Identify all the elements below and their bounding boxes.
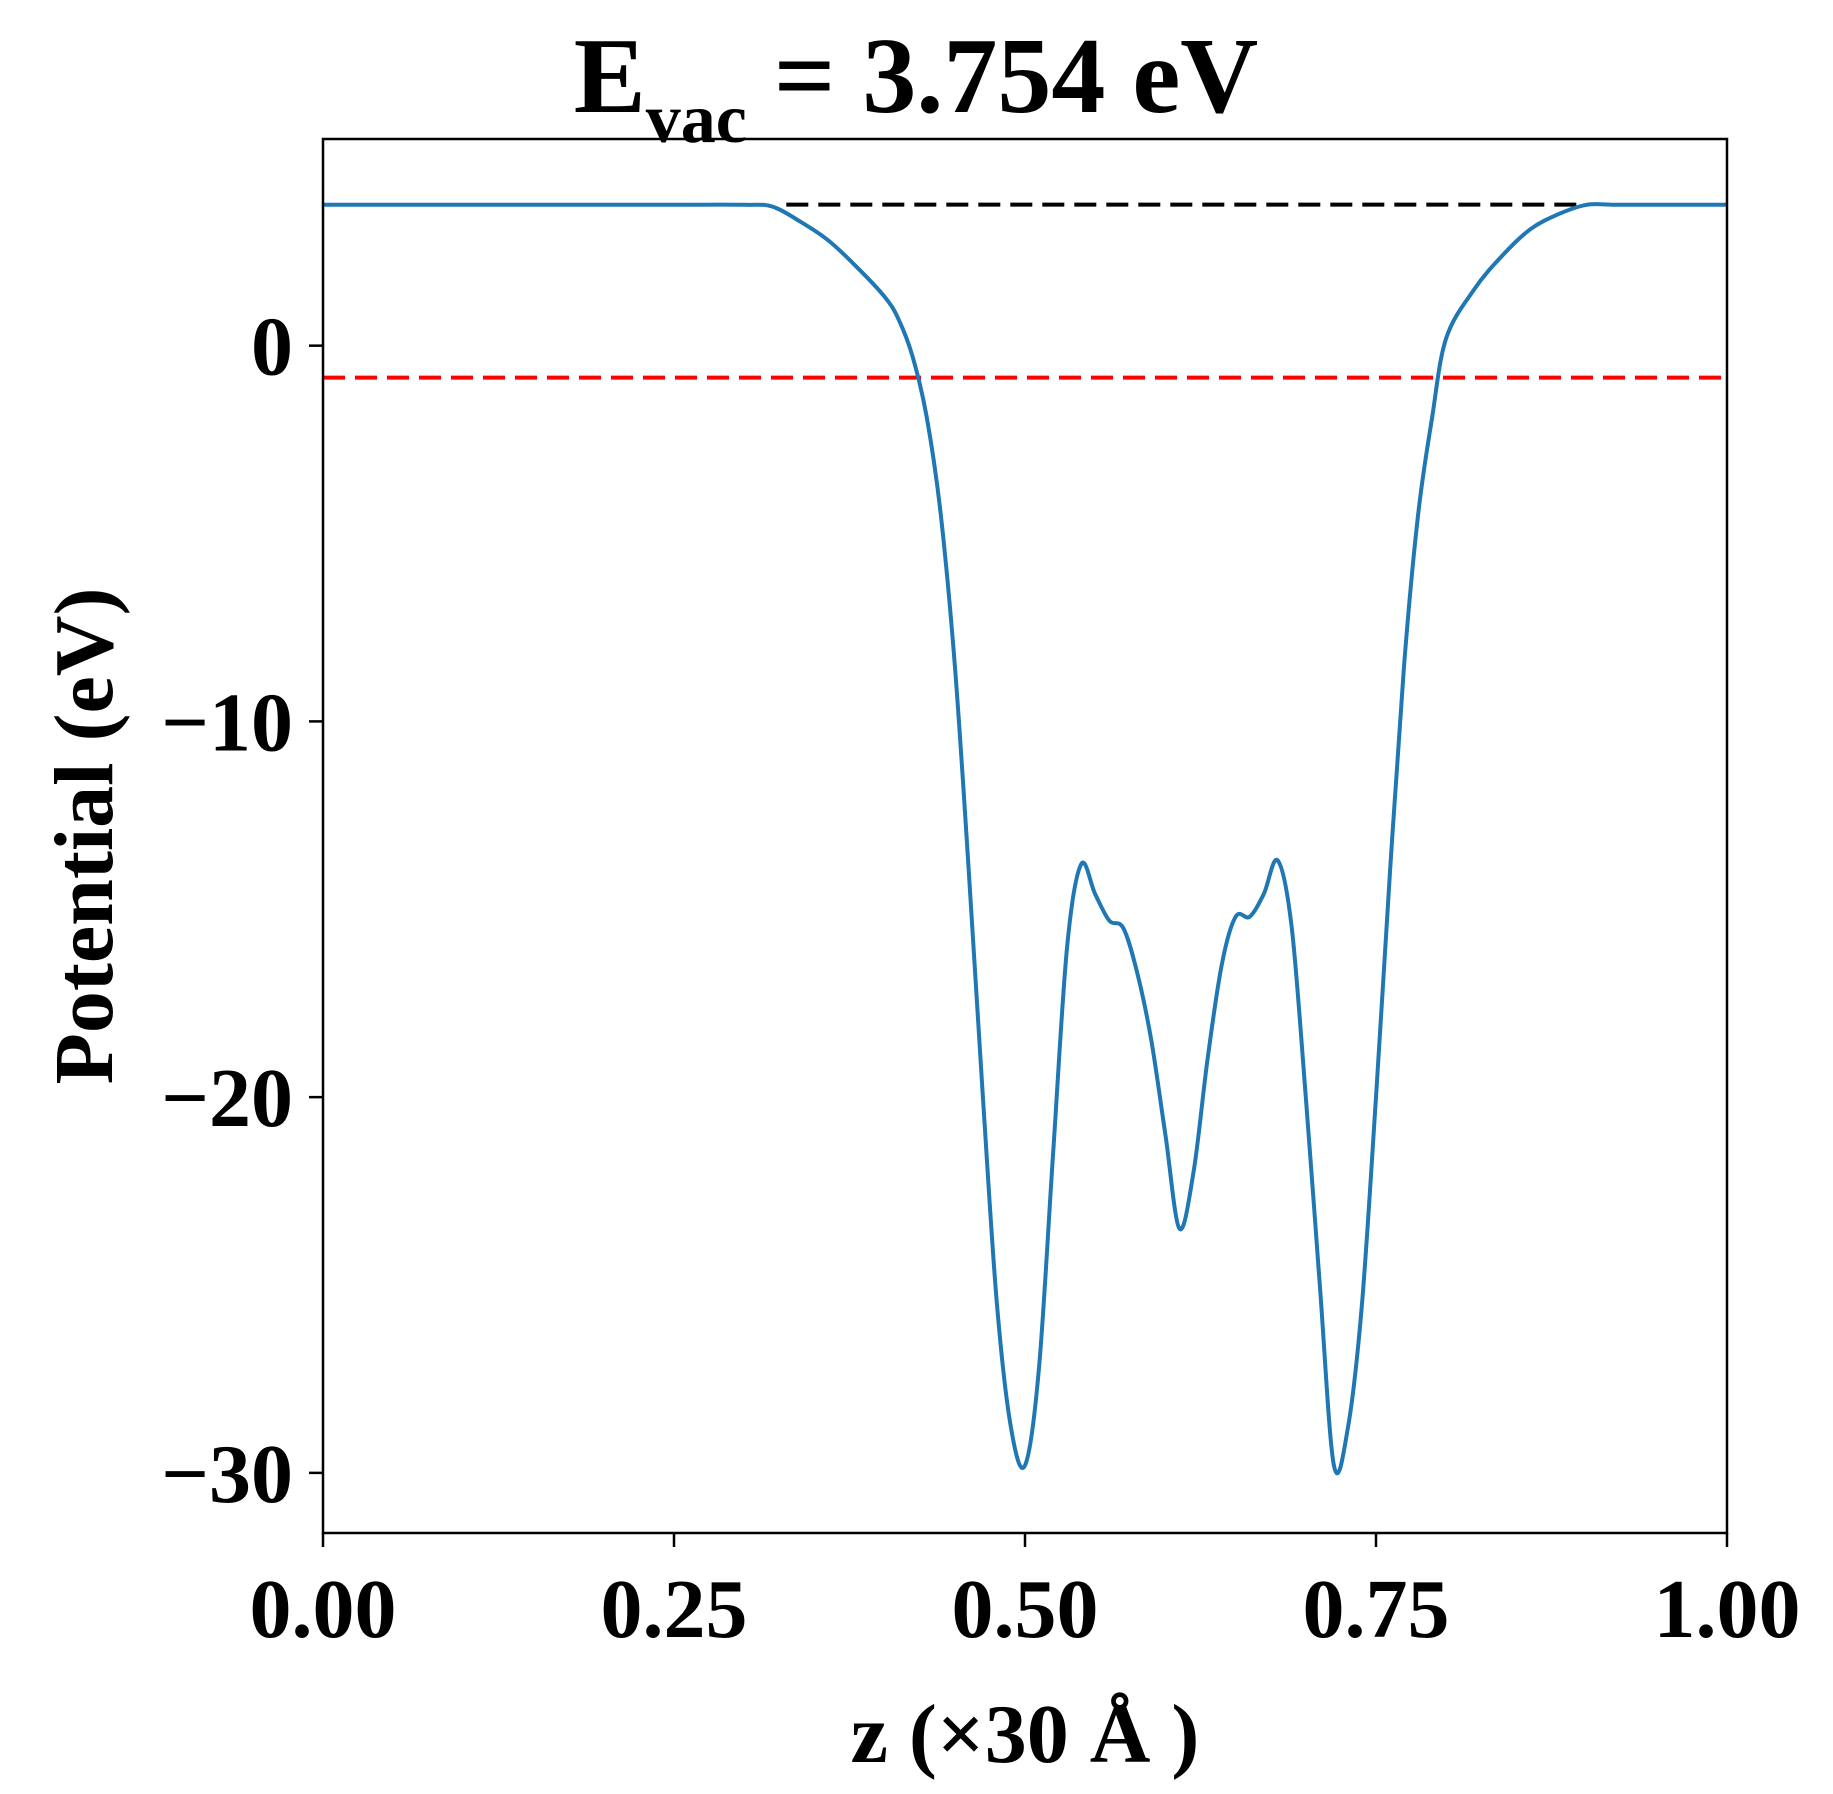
x-axis-label: z (×30 Å ) xyxy=(851,1688,1200,1781)
title-rest: = 3.754 eV xyxy=(747,17,1258,136)
x-axis: 0.00 0.25 0.50 0.75 1.00 xyxy=(250,1533,1801,1656)
series-line-0 xyxy=(323,202,1727,1476)
y-tick-label-1: −10 xyxy=(161,676,293,769)
y-tick-label-3: −30 xyxy=(161,1428,293,1521)
x-tick-label-0: 0.00 xyxy=(250,1563,397,1656)
x-tick-label-2: 0.50 xyxy=(952,1563,1099,1656)
y-axis: 0 −10 −20 −30 xyxy=(161,301,323,1521)
title-main: E xyxy=(574,17,646,136)
x-tick-label-4: 1.00 xyxy=(1654,1563,1801,1656)
reference-lines xyxy=(323,202,1727,380)
x-tick-label-3: 0.75 xyxy=(1303,1563,1450,1656)
title-subscript: vac xyxy=(646,81,747,158)
y-tick-label-2: −20 xyxy=(161,1052,293,1145)
plot-frame xyxy=(321,137,1729,1535)
y-tick-label-0: 0 xyxy=(251,301,293,394)
x-tick-label-1: 0.25 xyxy=(601,1563,748,1656)
series-group xyxy=(323,202,1727,1476)
chart-title: Evac = 3.754 eV xyxy=(574,17,1259,158)
y-axis-label: Potential (eV) xyxy=(38,588,131,1085)
